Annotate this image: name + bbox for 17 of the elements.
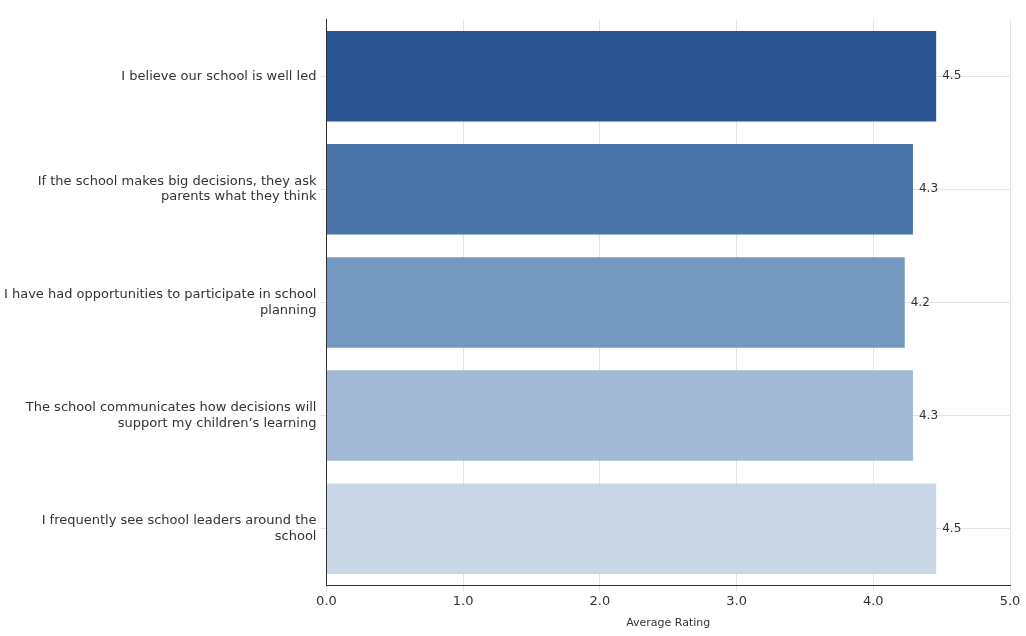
data-label: 4.3: [918, 407, 939, 422]
y-tick-label: If the school makes big decisions, they ask parents what they think: [37, 172, 317, 204]
x-tick-label: 2.0: [589, 593, 611, 609]
y-tick-label: The school communicates how decisions will support my children’s learning: [24, 399, 317, 430]
x-tick-label: 5.0: [999, 593, 1021, 609]
y-tick-label: I believe our school is well led: [121, 67, 317, 83]
y-tick-label: I frequently see school leaders around the school: [41, 512, 317, 543]
x-axis-title: Average Rating: [626, 616, 711, 630]
data-label: 4.5: [942, 520, 962, 535]
y-tick-label: I have had opportunities to participate in school planning: [3, 285, 317, 317]
x-tick-label: 0.0: [316, 593, 337, 609]
x-tick-label: 3.0: [726, 593, 747, 609]
x-tick-label: 4.0: [862, 593, 884, 609]
data-label: 4.5: [942, 68, 962, 83]
data-label: 4.3: [918, 181, 939, 196]
x-tick-label: 1.0: [452, 593, 474, 609]
data-label: 4.2: [910, 294, 930, 309]
